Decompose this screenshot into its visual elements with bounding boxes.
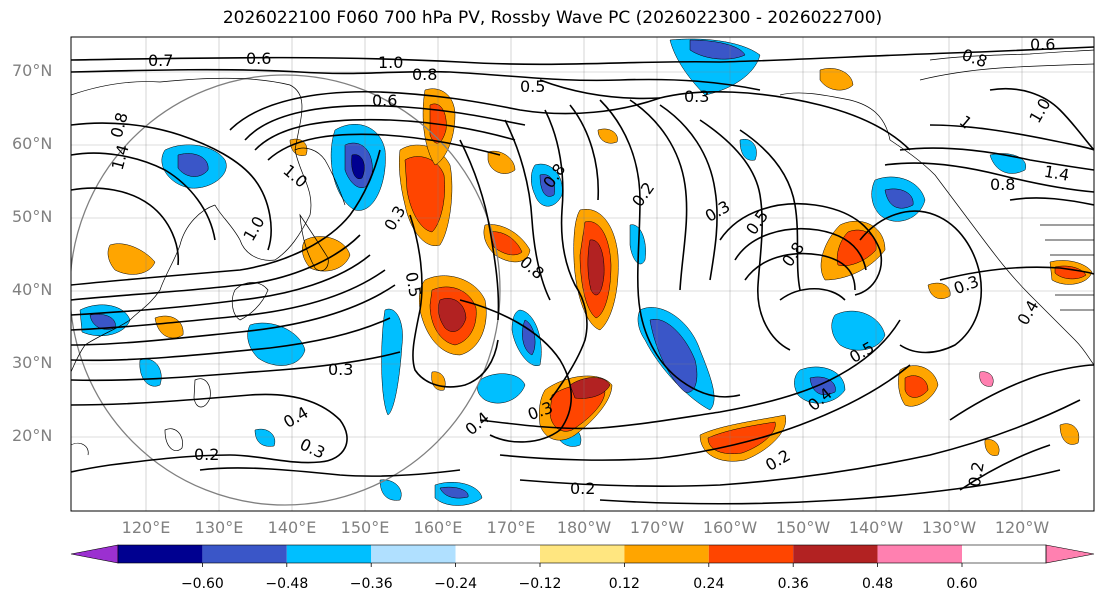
contour-label: 0.2 — [194, 445, 219, 464]
lon-label: 160°E — [413, 518, 463, 537]
contour-label: 0.6 — [1030, 35, 1055, 54]
lon-label: 150°E — [340, 518, 390, 537]
lat-label: 60°N — [12, 134, 53, 153]
lon-label: 130°E — [194, 518, 244, 537]
lat-label: 40°N — [12, 280, 53, 299]
contour-label: 0.2 — [965, 460, 988, 488]
colorbar-tick-label: 0.48 — [862, 576, 894, 592]
distance-ring — [71, 74, 501, 506]
lat-label: 50°N — [12, 207, 53, 226]
contour-label: 0.6 — [246, 49, 271, 68]
lon-label: 170°E — [486, 518, 536, 537]
colorbar-tick-label: 0.24 — [693, 576, 725, 592]
contour-label: 1.0 — [378, 53, 403, 72]
lon-label: 160°W — [702, 518, 758, 537]
colorbar-segment — [624, 545, 709, 563]
lon-label: 180°W — [556, 518, 612, 537]
contour-label: 0.5 — [402, 270, 425, 298]
lon-label: 130°W — [921, 518, 977, 537]
contour-label: 0.2 — [570, 479, 595, 498]
colorbar-tick-label: 0.60 — [946, 576, 978, 592]
negative-anomaly-fill — [79, 38, 1026, 506]
contour-label: 0.6 — [372, 91, 397, 110]
colorbar-tick-label: −0.24 — [434, 576, 478, 592]
colorbar-segment — [540, 545, 625, 563]
contour-label: 0.8 — [990, 175, 1015, 194]
contour-label: 1.4 — [1043, 162, 1071, 185]
colorbar-segment — [455, 545, 540, 563]
colorbar-tick-label: 0.12 — [608, 576, 640, 592]
lon-label: 170°W — [629, 518, 685, 537]
colorbar-segment — [708, 545, 794, 563]
lon-label: 150°W — [775, 518, 831, 537]
positive-anomaly-fill — [107, 68, 1093, 462]
contour-label: 0.3 — [684, 87, 709, 106]
colorbar-tick-label: −0.60 — [180, 576, 224, 592]
contour-label: 0.7 — [148, 51, 173, 70]
lon-label: 140°E — [267, 518, 317, 537]
colorbar-tick-label: −0.12 — [518, 576, 562, 592]
colorbar-segment — [793, 545, 878, 563]
lat-label: 30°N — [12, 353, 53, 372]
colorbar-segment — [202, 545, 287, 563]
pv-contours — [71, 46, 1094, 505]
colorbar-segment — [877, 545, 962, 563]
lat-label: 70°N — [12, 61, 53, 80]
colorbar-segment — [371, 545, 456, 563]
colorbar — [70, 544, 1095, 567]
lon-label: 120°E — [121, 518, 171, 537]
lat-label: 20°N — [12, 426, 53, 445]
colorbar-tick-label: −0.48 — [265, 576, 309, 592]
colorbar-segment — [286, 545, 372, 563]
colorbar-min-extension — [70, 544, 119, 564]
contour-label: 0.3 — [328, 360, 353, 379]
lon-label: 140°W — [848, 518, 904, 537]
colorbar-segment — [118, 545, 203, 563]
colorbar-max-extension — [1045, 544, 1095, 564]
map-area: 0.7 0.6 1.0 0.8 0.6 0.5 0.3 1.4 0.8 1.0 … — [71, 35, 1094, 511]
contour-label: 0.8 — [412, 65, 437, 84]
lon-label: 120°W — [994, 518, 1050, 537]
map-title: 2026022100 F060 700 hPa PV, Rossby Wave … — [222, 8, 883, 28]
coastlines — [71, 49, 1094, 456]
colorbar-tick-label: 0.36 — [777, 576, 809, 592]
colorbar-segment — [962, 545, 1046, 563]
colorbar-tick-label: −0.36 — [349, 576, 393, 592]
contour-label: 0.5 — [520, 77, 545, 96]
